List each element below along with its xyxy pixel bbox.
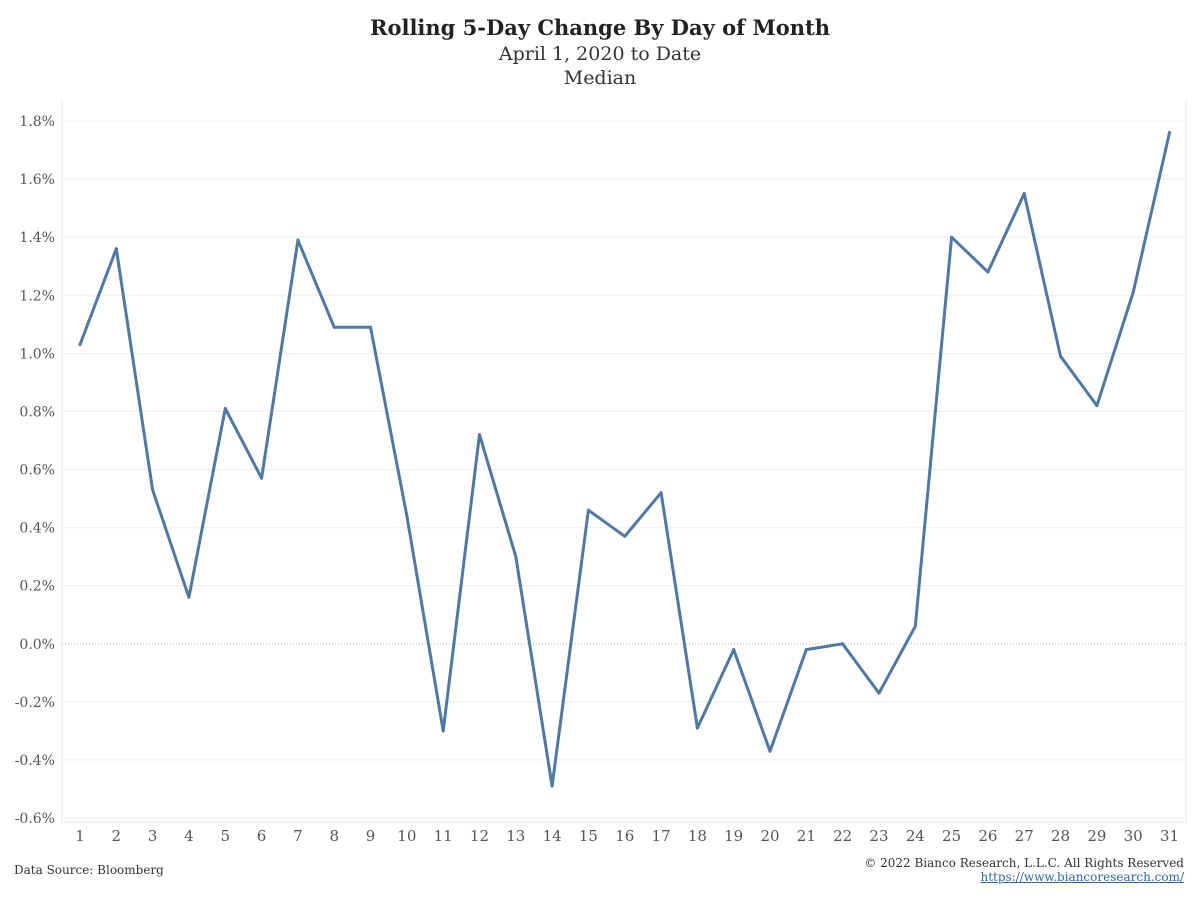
- series-line: [78, 131, 1171, 788]
- x-tick-label: 13: [506, 827, 525, 845]
- grid-layer: [61, 100, 1187, 823]
- x-tick-label: 23: [869, 827, 888, 845]
- x-tick-label: 2: [112, 827, 122, 845]
- copyright-text: © 2022 Bianco Research, L.L.C. All Right…: [864, 856, 1184, 870]
- y-tick-label: 1.6%: [19, 172, 55, 188]
- data-point: [223, 407, 227, 411]
- data-point: [659, 491, 663, 495]
- data-point: [114, 247, 118, 251]
- series-layer: [78, 131, 1171, 788]
- y-tick-label: -0.4%: [15, 753, 55, 769]
- data-point: [623, 534, 627, 538]
- x-tick-label: 31: [1160, 827, 1179, 845]
- x-tick-label: 7: [293, 827, 303, 845]
- y-tick-label: 1.0%: [19, 346, 55, 362]
- data-point: [369, 325, 373, 329]
- chart-subtitle-median: Median: [563, 67, 637, 89]
- x-tick-label: 10: [397, 827, 416, 845]
- data-point: [187, 595, 191, 599]
- x-tick-label: 16: [615, 827, 634, 845]
- x-tick-label: 25: [942, 827, 961, 845]
- data-point: [950, 235, 954, 239]
- data-point: [586, 508, 590, 512]
- data-point: [1131, 290, 1135, 294]
- x-tick-label: 21: [797, 827, 816, 845]
- data-point: [1059, 354, 1063, 358]
- x-tick-label: 19: [724, 827, 743, 845]
- data-point: [732, 648, 736, 652]
- x-tick-label: 15: [579, 827, 598, 845]
- x-tick-label: 11: [434, 827, 453, 845]
- x-tick-label: 5: [220, 827, 230, 845]
- x-tick-label: 14: [543, 827, 562, 845]
- data-point: [441, 729, 445, 733]
- footer-credits: © 2022 Bianco Research, L.L.C. All Right…: [864, 856, 1184, 884]
- y-tick-label: 0.8%: [19, 404, 55, 420]
- x-tick-label: 24: [906, 827, 925, 845]
- y-tick-label: 1.2%: [19, 288, 55, 304]
- data-point: [332, 325, 336, 329]
- x-tick-label: 30: [1124, 827, 1143, 845]
- data-point: [296, 238, 300, 242]
- website-link[interactable]: https://www.biancoresearch.com/: [980, 870, 1184, 884]
- x-tick-label: 29: [1087, 827, 1106, 845]
- y-tick-label: 0.2%: [19, 579, 55, 595]
- y-tick-label: 0.4%: [19, 521, 55, 537]
- data-point: [514, 555, 518, 559]
- x-tick-label: 27: [1015, 827, 1034, 845]
- x-tick-label: 8: [329, 827, 339, 845]
- data-point: [986, 270, 990, 274]
- chart-header: Rolling 5-Day Change By Day of Month Apr…: [0, 14, 1200, 90]
- data-point: [768, 749, 772, 753]
- axis-layer: -0.6% -0.4% -0.2% 0.0% 0.2% 0.4% 0.6% 0.8% 1.0% 1…: [15, 114, 1179, 845]
- x-tick-label: 22: [833, 827, 852, 845]
- x-tick-label: 1: [75, 827, 85, 845]
- x-tick-label: 12: [470, 827, 489, 845]
- x-tick-label: 18: [688, 827, 707, 845]
- x-tick-label: 26: [978, 827, 997, 845]
- data-source-note: Data Source: Bloomberg: [14, 863, 164, 877]
- data-point: [477, 433, 481, 437]
- data-point: [841, 642, 845, 646]
- x-tick-label: 6: [257, 827, 267, 845]
- data-point: [260, 476, 264, 480]
- data-point: [405, 514, 409, 518]
- x-tick-label: 9: [366, 827, 376, 845]
- x-tick-label: 20: [760, 827, 779, 845]
- chart-title: Rolling 5-Day Change By Day of Month: [370, 15, 830, 40]
- data-point: [550, 784, 554, 788]
- data-point: [1168, 131, 1171, 135]
- y-tick-label: 0.6%: [19, 463, 55, 479]
- data-point: [877, 691, 881, 695]
- data-point: [1022, 192, 1026, 196]
- data-point: [804, 648, 808, 652]
- data-point: [78, 343, 82, 347]
- y-tick-label: 1.8%: [19, 114, 55, 130]
- y-tick-label: -0.6%: [15, 811, 55, 827]
- data-point: [695, 726, 699, 730]
- data-point: [1095, 404, 1099, 408]
- y-tick-label: 0.0%: [19, 637, 55, 653]
- y-tick-label: -0.2%: [15, 695, 55, 711]
- data-point: [913, 624, 917, 628]
- data-point: [151, 488, 155, 492]
- x-tick-label: 3: [148, 827, 158, 845]
- y-tick-label: 1.4%: [19, 230, 55, 246]
- x-tick-label: 28: [1051, 827, 1070, 845]
- x-tick-label: 4: [184, 827, 194, 845]
- x-tick-label: 17: [652, 827, 671, 845]
- chart-subtitle: April 1, 2020 to Date: [498, 43, 702, 65]
